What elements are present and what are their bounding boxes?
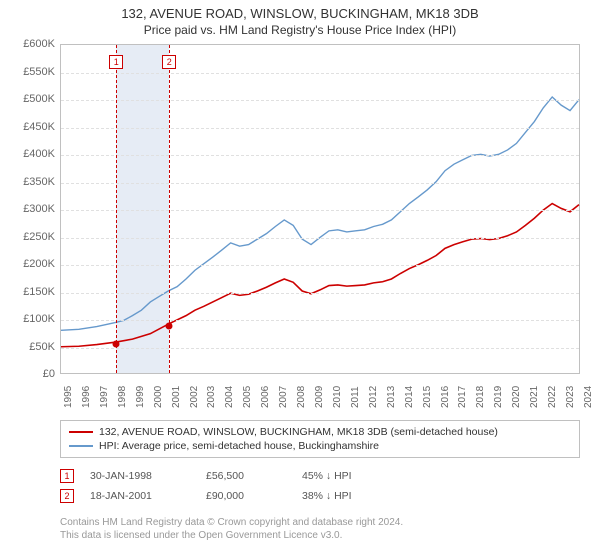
- xtick-label: 2007: [278, 386, 289, 408]
- xtick-label: 2013: [386, 386, 397, 408]
- chart-title-line1: 132, AVENUE ROAD, WINSLOW, BUCKINGHAM, M…: [0, 0, 600, 23]
- gridline-y: [61, 73, 579, 74]
- plot-area: 12: [60, 44, 580, 374]
- legend-label-hpi: HPI: Average price, semi-detached house,…: [99, 440, 379, 452]
- line-svg: [61, 45, 579, 373]
- ytick-label: £300K: [0, 203, 55, 215]
- event-row-1: 1 30-JAN-1998 £56,500 45% ↓ HPI: [60, 466, 580, 486]
- gridline-y: [61, 320, 579, 321]
- xtick-label: 2022: [547, 386, 558, 408]
- xtick-label: 2001: [171, 386, 182, 408]
- ytick-label: £500K: [0, 93, 55, 105]
- xtick-label: 2023: [565, 386, 576, 408]
- xtick-label: 2000: [153, 386, 164, 408]
- xtick-label: 2015: [422, 386, 433, 408]
- ytick-label: £600K: [0, 38, 55, 50]
- xtick-label: 2011: [350, 386, 361, 408]
- ytick-label: £50K: [0, 341, 55, 353]
- gridline-y: [61, 238, 579, 239]
- ytick-label: £450K: [0, 121, 55, 133]
- legend-label-property: 132, AVENUE ROAD, WINSLOW, BUCKINGHAM, M…: [99, 426, 498, 438]
- xtick-label: 2024: [583, 386, 594, 408]
- xtick-label: 1996: [81, 386, 92, 408]
- event-date-1: 30-JAN-1998: [90, 470, 190, 482]
- xtick-label: 2010: [332, 386, 343, 408]
- event-price-2: £90,000: [206, 490, 286, 502]
- chart-container: 132, AVENUE ROAD, WINSLOW, BUCKINGHAM, M…: [0, 0, 600, 560]
- xtick-label: 2021: [529, 386, 540, 408]
- ytick-label: £100K: [0, 313, 55, 325]
- xtick-label: 2002: [189, 386, 200, 408]
- event-dashline: [116, 45, 117, 373]
- gridline-y: [61, 128, 579, 129]
- ytick-label: £350K: [0, 176, 55, 188]
- xtick-label: 2012: [368, 386, 379, 408]
- legend-item-property: 132, AVENUE ROAD, WINSLOW, BUCKINGHAM, M…: [69, 425, 571, 439]
- event-row-2: 2 18-JAN-2001 £90,000 38% ↓ HPI: [60, 486, 580, 506]
- ytick-label: £400K: [0, 148, 55, 160]
- xtick-label: 1998: [117, 386, 128, 408]
- event-price-1: £56,500: [206, 470, 286, 482]
- xtick-label: 2018: [475, 386, 486, 408]
- xtick-label: 1999: [135, 386, 146, 408]
- ytick-label: £250K: [0, 231, 55, 243]
- xtick-label: 2008: [296, 386, 307, 408]
- event-marker-box: 2: [162, 55, 176, 69]
- gridline-y: [61, 265, 579, 266]
- xtick-label: 2003: [206, 386, 217, 408]
- footer-line-1: Contains HM Land Registry data © Crown c…: [60, 516, 580, 529]
- legend-swatch-property: [69, 431, 93, 433]
- events-table: 1 30-JAN-1998 £56,500 45% ↓ HPI 2 18-JAN…: [60, 466, 580, 506]
- footer: Contains HM Land Registry data © Crown c…: [60, 516, 580, 542]
- event-dot: [166, 322, 173, 329]
- xtick-label: 2016: [440, 386, 451, 408]
- ytick-label: £200K: [0, 258, 55, 270]
- gridline-y: [61, 183, 579, 184]
- ytick-label: £550K: [0, 66, 55, 78]
- event-dot: [113, 340, 120, 347]
- gridline-y: [61, 348, 579, 349]
- footer-line-2: This data is licensed under the Open Gov…: [60, 529, 580, 542]
- xtick-label: 2005: [242, 386, 253, 408]
- gridline-y: [61, 100, 579, 101]
- xtick-label: 2019: [493, 386, 504, 408]
- gridline-y: [61, 155, 579, 156]
- xtick-label: 2009: [314, 386, 325, 408]
- gridline-y: [61, 210, 579, 211]
- event-pct-2: 38% ↓ HPI: [302, 490, 422, 502]
- event-marker-box: 1: [109, 55, 123, 69]
- event-marker-2: 2: [60, 489, 74, 503]
- gridline-y: [61, 293, 579, 294]
- series-line-hpi: [61, 97, 579, 330]
- series-line-property: [61, 204, 579, 347]
- legend-item-hpi: HPI: Average price, semi-detached house,…: [69, 439, 571, 453]
- event-date-2: 18-JAN-2001: [90, 490, 190, 502]
- xtick-label: 1995: [63, 386, 74, 408]
- xtick-label: 2014: [404, 386, 415, 408]
- xtick-label: 1997: [99, 386, 110, 408]
- ytick-label: £150K: [0, 286, 55, 298]
- xtick-label: 2006: [260, 386, 271, 408]
- legend-swatch-hpi: [69, 445, 93, 447]
- xtick-label: 2004: [224, 386, 235, 408]
- xtick-label: 2020: [511, 386, 522, 408]
- legend-box: 132, AVENUE ROAD, WINSLOW, BUCKINGHAM, M…: [60, 420, 580, 458]
- xtick-label: 2017: [457, 386, 468, 408]
- event-pct-1: 45% ↓ HPI: [302, 470, 422, 482]
- chart-title-line2: Price paid vs. HM Land Registry's House …: [0, 23, 600, 41]
- ytick-label: £0: [0, 368, 55, 380]
- event-marker-1: 1: [60, 469, 74, 483]
